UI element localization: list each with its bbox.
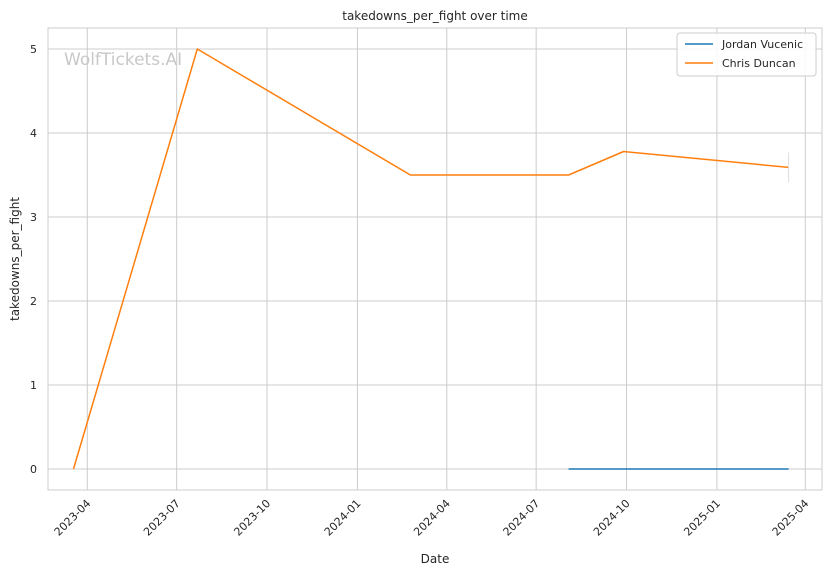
y-tick-label: 5 xyxy=(30,43,37,56)
x-tick-label: 2025-04 xyxy=(770,497,812,539)
gridlines xyxy=(48,28,822,490)
x-tick-labels: 2023-04 2023-07 2023-10 2024-01 2024-04 2024-… xyxy=(52,497,812,539)
watermark: WolfTickets.AI xyxy=(64,50,182,70)
x-tick-label: 2024-07 xyxy=(501,497,543,539)
series-lines xyxy=(72,48,790,470)
y-tick-label: 1 xyxy=(30,379,37,392)
y-tick-label: 2 xyxy=(30,295,37,308)
y-tick-label: 3 xyxy=(30,211,37,224)
x-tick-label: 2024-04 xyxy=(411,497,453,539)
x-tick-label: 2023-07 xyxy=(141,497,183,539)
legend-label: Chris Duncan xyxy=(722,57,796,70)
plot-area xyxy=(47,27,823,491)
series-line-2 xyxy=(72,48,789,470)
chart-title: takedowns_per_fight over time xyxy=(342,9,528,23)
y-tick-label: 4 xyxy=(30,127,37,140)
x-tick-label: 2024-01 xyxy=(322,497,364,539)
legend-label: Jordan Vucenic xyxy=(721,38,803,51)
y-tick-labels: 0 1 2 3 4 5 xyxy=(30,43,37,476)
x-tick-label: 2023-04 xyxy=(52,497,94,539)
x-tick-label: 2024-10 xyxy=(591,497,633,539)
y-axis-label: takedowns_per_fight xyxy=(8,197,22,321)
legend: Jordan Vucenic Chris Duncan xyxy=(676,32,817,77)
y-tick-label: 0 xyxy=(30,463,37,476)
x-axis-label: Date xyxy=(421,552,450,566)
x-tick-label: 2023-10 xyxy=(231,497,273,539)
x-tick-label: 2025-01 xyxy=(681,497,723,539)
